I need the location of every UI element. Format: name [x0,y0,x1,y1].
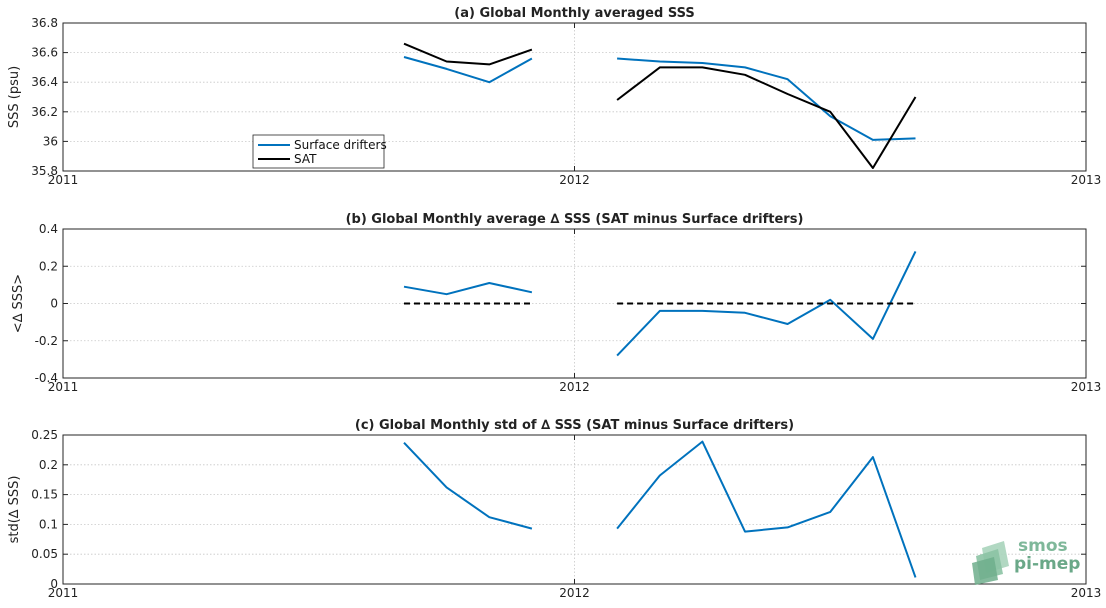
x-tick-label: 2012 [559,586,590,600]
y-tick-label: 0.4 [39,222,58,236]
legend-label: Surface drifters [294,138,387,152]
logo-line-1: smos [1018,536,1068,556]
panel-2: -0.4 -0.2 0 0.2 0.4 2011 2012 2013 (b) Global Mo… [11,212,1101,394]
y-tick-label: 36.4 [31,75,58,89]
y-tick-label: 0.2 [39,458,58,472]
x-tick-label: 2011 [48,586,79,600]
x-tick-label: 2012 [559,173,590,187]
x-tick-label: 2011 [48,380,79,394]
legend-label: SAT [294,152,317,166]
series-1-line-segment-1 [403,282,533,296]
y-tick-label: 35.8 [31,164,58,178]
series-1-line-segment-1 [403,442,533,530]
series-1-line-segment-2 [616,440,917,578]
y-axis-label: <∆ SSS> [11,274,26,333]
logo-emblem-icon [972,541,1009,585]
logo-line-2: pi-mep [1014,554,1080,574]
y-tick-label: 36.2 [31,105,58,119]
y-tick-label: 0 [50,577,58,591]
series-2-line-segment-1 [403,42,533,66]
y-tick-label: 0.05 [31,547,58,561]
x-tick-label: 2013 [1071,586,1102,600]
y-tick-label: 0.1 [39,517,58,531]
y-tick-label: -0.4 [35,371,58,385]
series-1-line-segment-2 [617,57,916,141]
y-tick-label: 0.15 [31,488,58,502]
panel-1: 35.8 36 36.2 36.4 36.6 36.8 2011 2012 2013 (a) Gl… [7,6,1101,187]
y-tick-label: 0.2 [39,259,58,273]
legend-box [252,134,385,169]
panel-3: 0 0.05 0.1 0.15 0.2 0.25 2011 2012 2013 (c) Globa… [7,418,1101,600]
y-tick-label: 36.8 [31,16,58,30]
chart-title: (a) Global Monthly averaged SSS [454,6,694,21]
chart-title: (c) Global Monthly std of ∆ SSS (SAT min… [355,418,794,433]
x-tick-label: 2013 [1071,380,1102,394]
chart-title: (b) Global Monthly average ∆ SSS (SAT mi… [346,212,804,227]
x-tick-label: 2013 [1071,173,1102,187]
y-axis-label: SSS (psu) [7,66,22,128]
y-tick-label: 0 [50,297,58,311]
smos-pi-mep-logo: smos pi-mep [972,536,1080,585]
y-tick-label: 36.6 [31,46,58,60]
y-axis-label: std(∆ SSS) [7,476,22,544]
x-tick-label: 2011 [48,173,79,187]
y-tick-label: 36 [43,134,58,148]
y-tick-label: 0.25 [31,428,58,442]
y-tick-label: -0.2 [35,334,58,348]
series-1-line-segment-1 [403,56,533,84]
series-2-line-segment-2 [616,66,917,169]
series-1-line-segment-2 [616,250,917,357]
x-tick-label: 2012 [559,380,590,394]
